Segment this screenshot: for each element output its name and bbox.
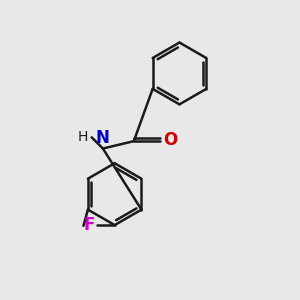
- Text: H: H: [78, 130, 88, 144]
- Text: F: F: [83, 216, 94, 234]
- Text: O: O: [163, 131, 178, 149]
- Text: N: N: [96, 129, 110, 147]
